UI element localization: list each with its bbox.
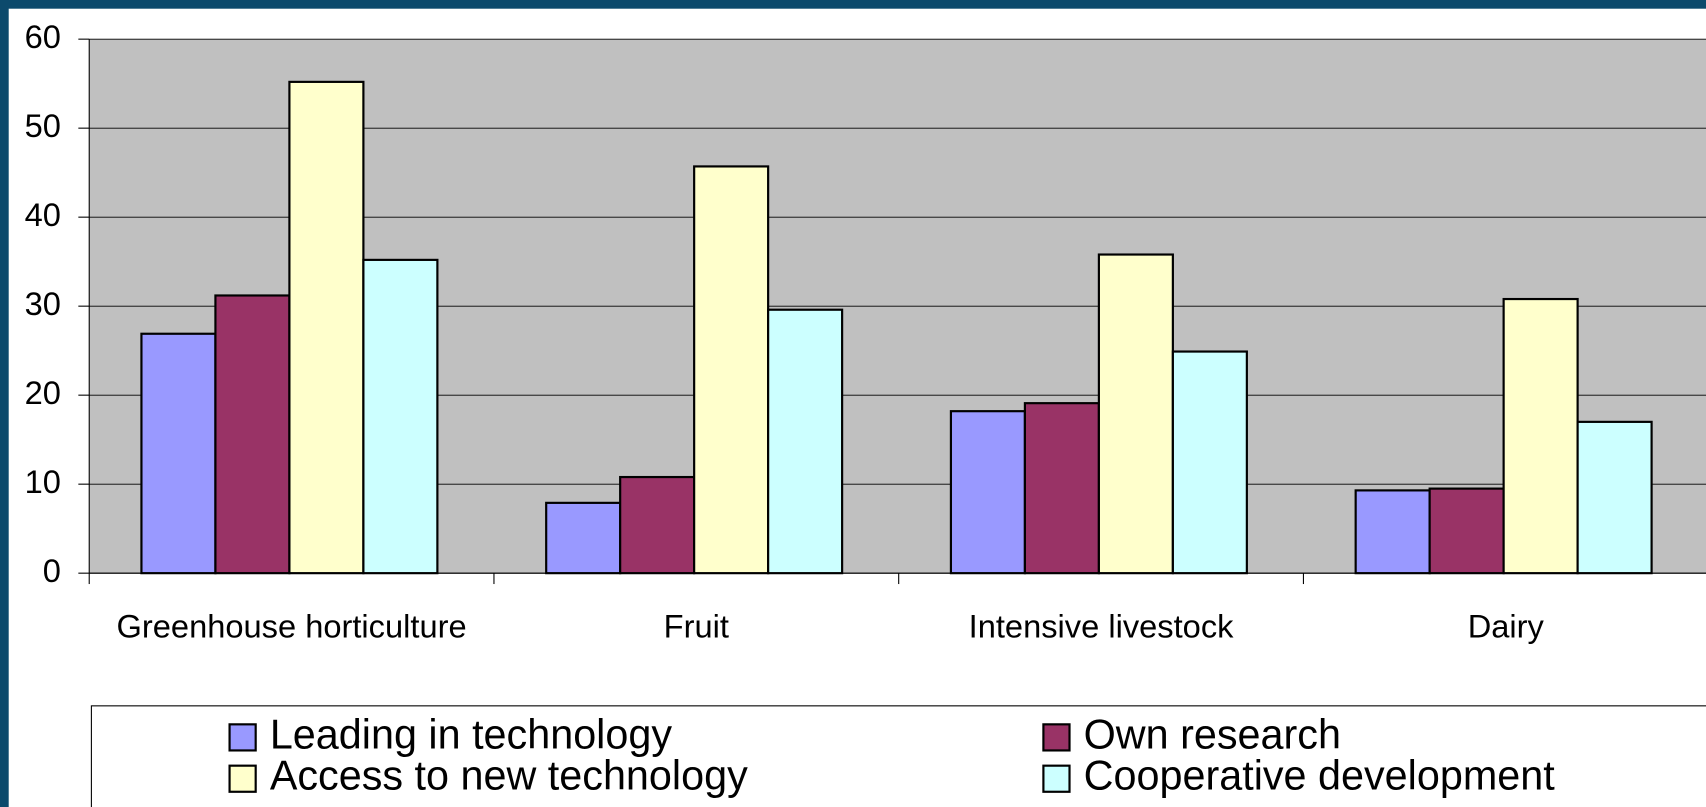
legend-swatch [228,764,257,793]
y-tick-label: 60 [25,18,61,55]
y-tick-label: 30 [25,285,61,322]
x-tick-label: Dairy [1468,607,1545,644]
legend-box [90,705,1706,807]
y-tick-label: 10 [25,463,61,500]
legend-swatch [228,723,257,752]
y-tick-label: 50 [25,107,61,144]
x-tick-label: Fruit [664,607,729,644]
legend-swatch [1042,764,1071,793]
bar [1502,297,1579,575]
bar [619,475,696,575]
legend-label: Own research [1084,711,1341,757]
legend-swatch [1042,723,1071,752]
bar [1576,420,1653,575]
y-tick-label: 40 [25,196,61,233]
bar [1023,402,1100,575]
x-tick-label: Intensive livestock [969,607,1234,644]
bar [1354,489,1431,575]
bar [1171,350,1248,575]
y-tick-label: 0 [43,552,61,589]
bar [1428,487,1505,575]
legend-label: Cooperative development [1084,753,1556,799]
x-tick-label: Greenhouse horticulture [117,607,467,644]
bar [767,308,844,575]
bar [545,501,622,575]
bar [693,165,770,575]
y-tick-label: 20 [25,374,61,411]
bar [140,332,217,575]
bar [288,80,365,575]
legend-label: Leading in technology [270,711,673,757]
legend-label: Access to new technology [270,753,748,799]
bar [214,294,291,575]
bar [1097,253,1174,575]
bar [362,258,439,575]
bar [949,410,1026,575]
